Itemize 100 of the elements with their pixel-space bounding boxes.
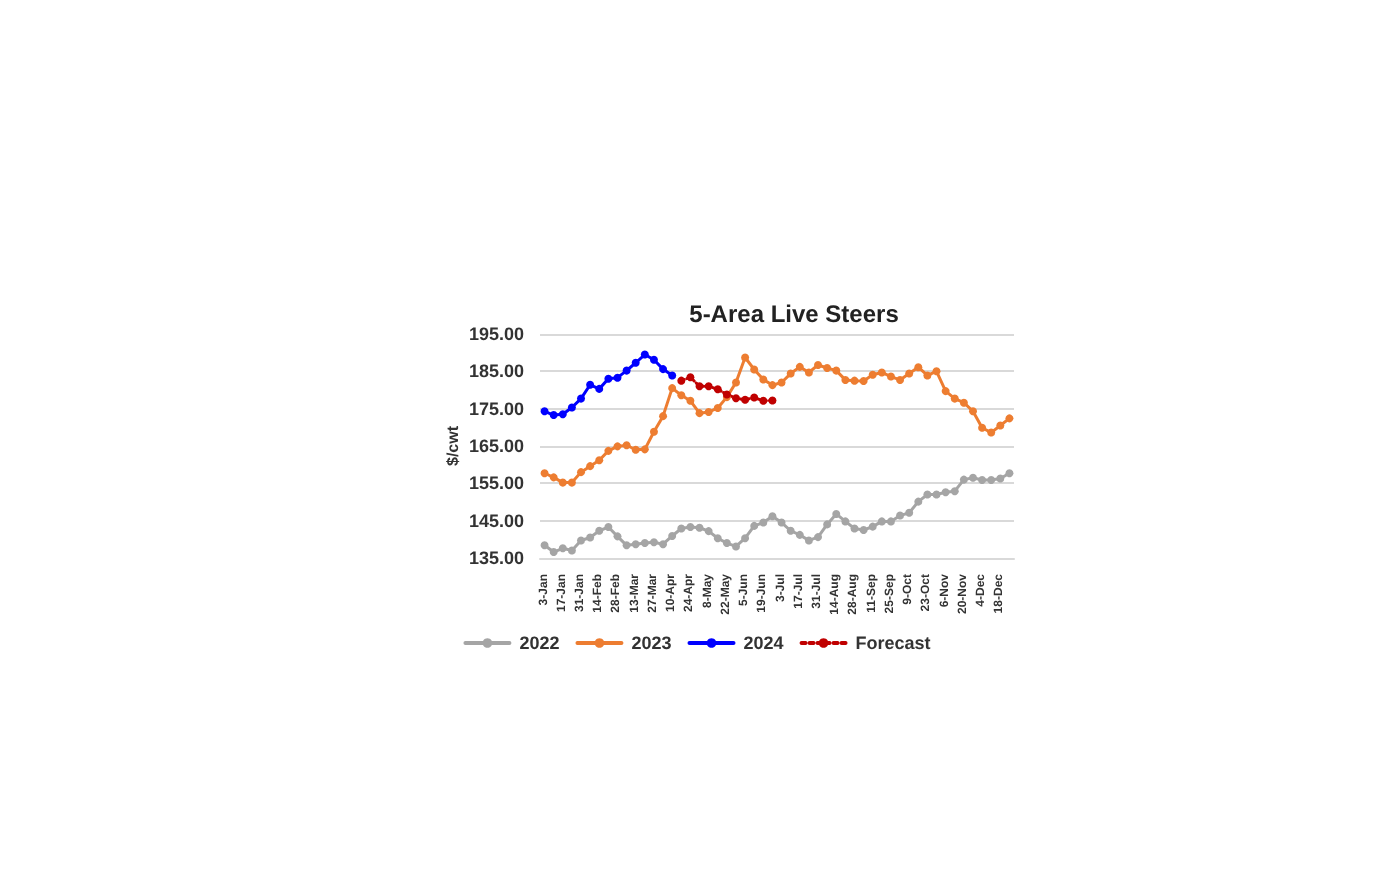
point [832, 366, 841, 375]
y-tick-label: 135.00 [468, 548, 524, 568]
y-tick-label: 145.00 [468, 510, 524, 531]
point [777, 518, 786, 527]
point [731, 542, 740, 551]
point [668, 371, 677, 380]
point [886, 372, 895, 381]
point [668, 384, 677, 393]
legend-label: Forecast [855, 633, 931, 653]
point [823, 520, 832, 529]
point [804, 536, 813, 545]
point [868, 522, 877, 531]
point [850, 376, 859, 385]
point [968, 473, 977, 482]
y-tick-label: 185.00 [468, 361, 524, 382]
point [823, 363, 832, 372]
point [704, 408, 713, 417]
point [558, 544, 567, 553]
point [540, 469, 549, 478]
point [567, 546, 576, 555]
point [923, 490, 932, 499]
point [595, 456, 604, 465]
point [595, 526, 604, 535]
point [631, 445, 640, 454]
point [631, 540, 640, 549]
point [905, 369, 914, 378]
point [686, 373, 695, 382]
point [567, 403, 576, 412]
point [950, 487, 959, 496]
point [613, 532, 622, 541]
point [896, 375, 905, 384]
point [695, 523, 704, 532]
point [750, 521, 759, 530]
legend-label: 2023 [631, 633, 672, 653]
chart-title: 5-Area Live Steers [689, 300, 900, 328]
point [768, 512, 777, 521]
point [586, 462, 595, 471]
point [850, 524, 859, 533]
point [959, 398, 968, 407]
point [640, 539, 649, 548]
point [704, 382, 713, 391]
y-axis-title: $/cwt [444, 425, 463, 467]
point [859, 377, 868, 386]
point [941, 488, 950, 497]
point [896, 511, 905, 520]
point [759, 396, 768, 405]
point [841, 517, 850, 526]
point [795, 530, 804, 539]
point [1005, 414, 1014, 423]
point [695, 382, 704, 391]
point [659, 365, 668, 374]
point [759, 518, 768, 527]
point [677, 376, 686, 385]
point [731, 394, 740, 403]
point [649, 538, 658, 547]
point [558, 478, 567, 487]
point [677, 524, 686, 533]
point [586, 533, 595, 542]
y-tick-label: 195.00 [468, 324, 524, 344]
point [640, 445, 649, 454]
point [613, 373, 622, 382]
point [722, 539, 731, 548]
point [622, 441, 631, 450]
point [814, 533, 823, 542]
point [677, 391, 686, 400]
point [914, 363, 923, 372]
point [649, 355, 658, 364]
point [768, 381, 777, 390]
point [713, 385, 722, 394]
y-tick-label: 165.00 [468, 436, 524, 456]
point [577, 536, 586, 545]
point [604, 374, 613, 383]
point [549, 473, 558, 482]
point [540, 541, 549, 550]
point [631, 358, 640, 367]
point [613, 442, 622, 451]
point [978, 475, 987, 484]
point [704, 527, 713, 536]
point [932, 367, 941, 376]
point [959, 475, 968, 484]
point [941, 387, 950, 396]
point [750, 393, 759, 402]
y-tick-label: 175.00 [468, 398, 524, 419]
point [859, 526, 868, 534]
point [923, 371, 932, 380]
point [786, 369, 795, 378]
point [558, 410, 567, 419]
point [868, 370, 877, 379]
point [978, 423, 987, 432]
point [741, 353, 750, 362]
legend-label: 2022 [519, 633, 560, 653]
point [987, 475, 996, 484]
point [640, 350, 649, 359]
point [877, 517, 886, 526]
point [832, 509, 841, 518]
point [549, 548, 558, 557]
point [741, 534, 750, 543]
point [968, 407, 977, 416]
point [905, 508, 914, 517]
point [577, 468, 586, 477]
